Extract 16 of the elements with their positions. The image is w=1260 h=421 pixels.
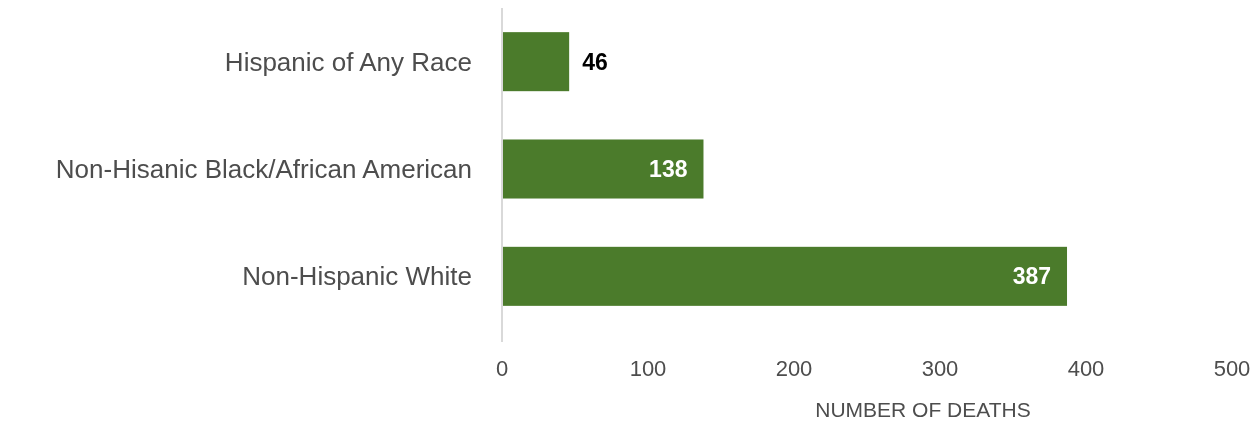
x-axis-title: NUMBER OF DEATHS	[815, 398, 1031, 421]
x-tick-label: 400	[1067, 356, 1105, 381]
bar	[502, 32, 570, 92]
bar	[502, 139, 704, 199]
bar	[502, 246, 1068, 306]
x-tick-label: 200	[775, 356, 813, 381]
y-tick-label: Non-Hispanic White	[242, 261, 472, 292]
data-label: 46	[582, 48, 608, 75]
y-tick-label: Hispanic of Any Race	[224, 46, 472, 77]
y-tick-label: Non-Hisanic Black/African American	[55, 154, 472, 185]
data-label: 387	[1012, 263, 1052, 290]
x-tick-label: 100	[629, 356, 667, 381]
x-tick-label: 0	[495, 356, 509, 381]
data-label: 138	[649, 156, 688, 183]
x-tick-label: 300	[921, 356, 959, 381]
x-tick-label: 500	[1213, 356, 1251, 381]
